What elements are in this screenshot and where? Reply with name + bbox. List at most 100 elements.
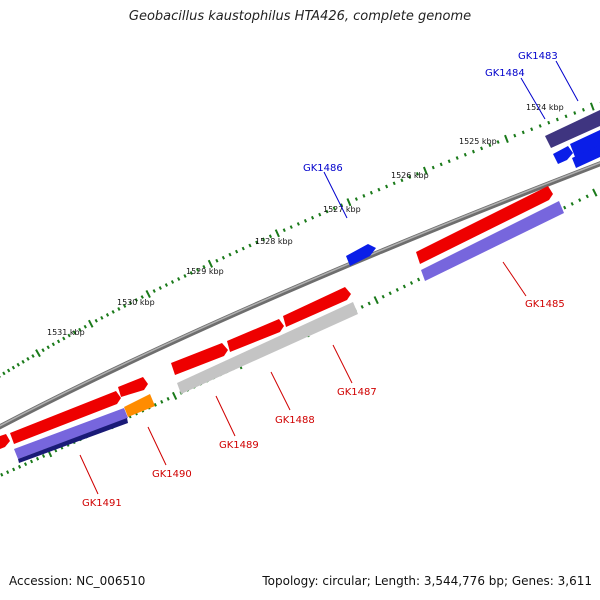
outer-minor-tick — [431, 165, 435, 170]
scale-label-1525: 1525 kbp — [459, 137, 497, 146]
callout-GK1484 — [520, 77, 546, 120]
inner-minor-tick — [153, 402, 157, 407]
gene-GK1491[interactable] — [14, 408, 128, 459]
outer-minor-tick — [31, 354, 35, 358]
gene-GK1490-upper[interactable] — [118, 377, 148, 397]
outer-major-tick — [589, 102, 595, 111]
label-GK1487[interactable]: GK1487 — [337, 387, 377, 398]
gene-GK1483[interactable] — [545, 110, 600, 148]
gene-GK1491-upper[interactable] — [10, 391, 121, 444]
gene-GK1488-upper[interactable] — [227, 319, 284, 352]
label-GK1489[interactable]: GK1489 — [219, 440, 259, 451]
outer-minor-tick — [189, 271, 193, 275]
outer-minor-tick — [377, 187, 381, 192]
outer-minor-tick — [128, 301, 133, 305]
scale-label-1527: 1527 kbp — [323, 205, 361, 214]
label-GK1484[interactable]: GK1484 — [485, 68, 525, 79]
inner-minor-tick — [41, 454, 46, 458]
inner-minor-tick — [6, 470, 10, 475]
gene-GK1487[interactable] — [177, 302, 358, 394]
callout-GK1483 — [555, 60, 579, 102]
label-GK1485[interactable]: GK1485 — [525, 299, 565, 310]
outer-major-tick — [88, 319, 94, 328]
outer-minor-tick — [123, 304, 127, 308]
outer-minor-tick — [152, 289, 156, 293]
genome-backbone-highlight — [0, 162, 600, 427]
callout-GK1486 — [323, 171, 348, 219]
inner-major-tick — [171, 391, 178, 400]
gene-GK1489-upper[interactable] — [171, 343, 228, 375]
inner-minor-tick — [563, 205, 567, 210]
gene-GK1491-dark[interactable] — [18, 418, 128, 463]
outer-minor-tick — [289, 225, 293, 229]
outer-minor-tick — [581, 107, 585, 112]
outer-minor-tick — [255, 240, 259, 245]
outer-minor-tick — [158, 286, 162, 290]
outer-minor-tick — [111, 310, 115, 314]
label-GK1491[interactable]: GK1491 — [82, 498, 122, 509]
outer-major-tick — [346, 198, 352, 207]
inner-major-tick — [373, 296, 379, 305]
outer-minor-tick — [463, 152, 467, 157]
label-GK1488[interactable]: GK1488 — [275, 415, 315, 426]
outer-minor-tick — [105, 313, 110, 317]
outer-minor-tick — [202, 264, 206, 269]
outer-minor-tick — [310, 215, 315, 220]
outer-minor-tick — [555, 117, 559, 122]
gene-left-edge[interactable] — [0, 434, 10, 449]
inner-minor-tick — [570, 201, 574, 206]
scale-labels: 1524 kbp 1525 kbp 1526 kbp 1527 kbp 1528… — [47, 103, 564, 337]
outer-minor-tick — [325, 209, 329, 214]
outer-minor-tick — [340, 203, 344, 208]
outer-major-tick — [145, 289, 151, 299]
outer-minor-tick — [564, 114, 568, 119]
callout-GK1488 — [270, 371, 291, 411]
label-GK1483[interactable]: GK1483 — [518, 51, 558, 62]
label-GK1486[interactable]: GK1486 — [303, 163, 343, 174]
gene-GK1487-upper[interactable] — [283, 287, 351, 327]
outer-minor-tick — [282, 228, 286, 233]
outer-minor-tick — [547, 120, 551, 125]
gene-GK1485-upper[interactable] — [416, 186, 553, 264]
outer-minor-tick — [513, 133, 517, 138]
outer-major-tick — [274, 229, 280, 238]
inner-minor-tick — [17, 464, 22, 469]
outer-minor-tick — [408, 175, 412, 179]
outer-minor-tick — [241, 246, 245, 251]
inner-minor-tick — [388, 291, 392, 296]
scale-label-1524: 1524 kbp — [526, 103, 564, 112]
label-GK1490[interactable]: GK1490 — [152, 469, 192, 480]
forward-strand-genes — [0, 110, 600, 449]
outer-minor-tick — [11, 365, 16, 370]
outer-minor-tick — [67, 333, 71, 338]
outer-minor-tick — [261, 237, 266, 242]
outer-minor-tick — [78, 327, 82, 332]
outer-minor-tick — [170, 280, 175, 284]
outer-minor-tick — [6, 368, 11, 373]
callout-GK1485 — [502, 261, 527, 297]
scale-label-1531: 1531 kbp — [47, 328, 85, 337]
outer-minor-tick — [16, 362, 20, 367]
outer-minor-tick — [117, 307, 121, 311]
inner-minor-tick — [0, 472, 4, 477]
gene-GK1485[interactable] — [421, 201, 564, 281]
inner-minor-tick — [395, 287, 399, 292]
inner-minor-tick — [12, 467, 16, 472]
outer-minor-tick — [94, 318, 98, 323]
outer-minor-tick — [369, 190, 373, 195]
outer-minor-tick — [447, 159, 451, 164]
outer-minor-tick — [83, 324, 87, 329]
outer-minor-tick — [400, 178, 404, 183]
gene-GK1486[interactable] — [346, 244, 376, 266]
outer-minor-tick — [392, 181, 396, 186]
gene-GK1484[interactable] — [553, 146, 573, 164]
inner-minor-tick — [416, 277, 421, 282]
outer-minor-tick — [248, 243, 252, 248]
outer-minor-tick — [2, 371, 6, 376]
gene-GK1484-b[interactable] — [570, 130, 600, 157]
gene-GK1490[interactable] — [124, 394, 155, 417]
outer-minor-tick — [164, 283, 168, 287]
inner-minor-tick — [381, 294, 385, 299]
outer-minor-tick — [215, 258, 219, 263]
gene-GK1483-lower[interactable] — [572, 145, 600, 168]
